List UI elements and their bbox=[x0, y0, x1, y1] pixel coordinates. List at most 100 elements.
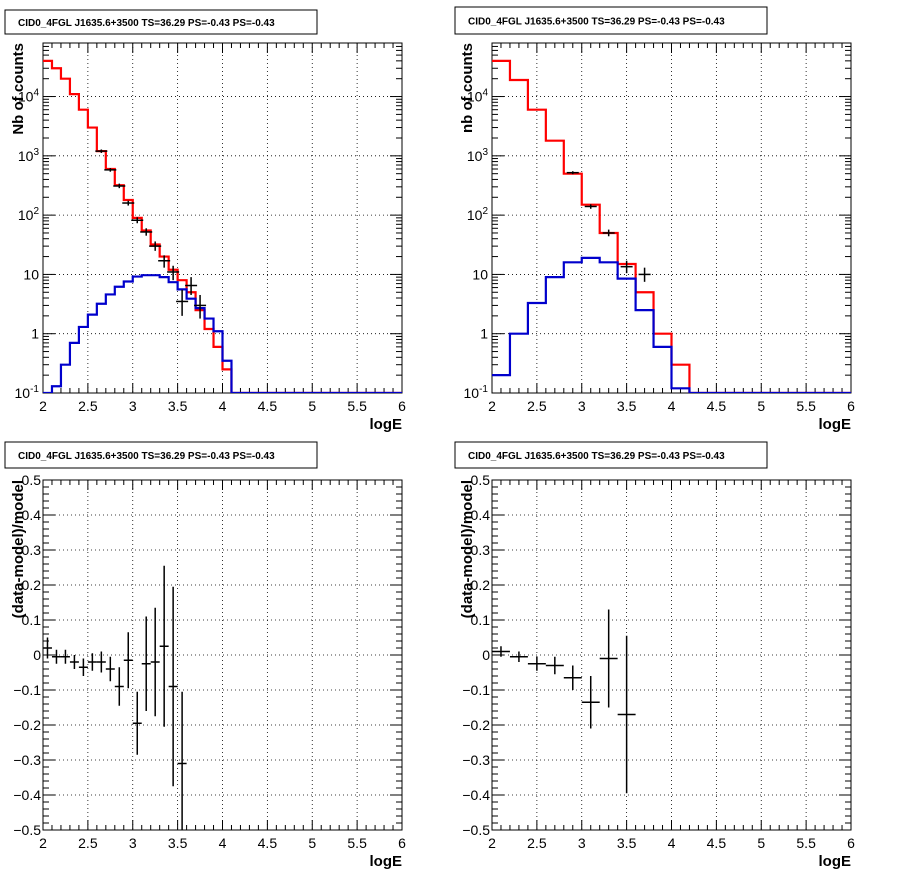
x-tick-label: 4.5 bbox=[707, 835, 727, 851]
y-tick-label: 0.4 bbox=[22, 507, 42, 523]
chart-title: CID0_4FGL J1635.6+3500 TS=36.29 PS=-0.43… bbox=[18, 18, 275, 29]
total-model-histogram bbox=[43, 59, 402, 393]
y-axis-label: (data-model)/model bbox=[459, 480, 476, 618]
y-axis-label: (data-model)/model bbox=[10, 480, 27, 618]
y-tick-label: 103 bbox=[18, 147, 40, 164]
title-box bbox=[4, 9, 318, 35]
y-tick-label: 0 bbox=[33, 647, 41, 663]
panel-bottom-right: CID0_4FGL J1635.6+3500 TS=36.29 PS=-0.43… bbox=[454, 441, 855, 870]
plot-area bbox=[492, 59, 851, 393]
x-tick-label: 6 bbox=[847, 398, 855, 414]
x-tick-label: 6 bbox=[398, 398, 406, 414]
x-tick-label: 2 bbox=[39, 398, 47, 414]
x-tick-label: 2 bbox=[39, 835, 47, 851]
y-tick-label: 1 bbox=[31, 326, 39, 342]
x-tick-label: 3.5 bbox=[617, 398, 637, 414]
panel-bottom-left: CID0_4FGL J1635.6+3500 TS=36.29 PS=-0.43… bbox=[4, 441, 406, 870]
x-tick-label: 4 bbox=[219, 835, 227, 851]
x-tick-label: 5.5 bbox=[796, 835, 816, 851]
y-tick-label: 0.3 bbox=[22, 542, 42, 558]
y-tick-label: −0.1 bbox=[13, 682, 41, 698]
y-tick-label: −0.3 bbox=[13, 752, 41, 768]
y-tick-label: −0.4 bbox=[13, 787, 41, 803]
y-tick-label: 0.5 bbox=[471, 472, 491, 488]
panel-top-right: CID0_4FGL J1635.6+3500 TS=36.29 PS=-0.43… bbox=[454, 6, 855, 433]
y-tick-label: −0.4 bbox=[462, 787, 490, 803]
plot-area bbox=[43, 565, 187, 830]
residual-points bbox=[43, 565, 187, 830]
source-model-histogram bbox=[492, 256, 851, 393]
total-model-histogram bbox=[492, 59, 851, 393]
y-tick-label: 0.3 bbox=[471, 542, 491, 558]
x-tick-label: 3 bbox=[578, 398, 586, 414]
title-box bbox=[454, 441, 768, 469]
y-axis-label: nb of counts bbox=[459, 43, 476, 133]
x-axis-label: logE bbox=[370, 416, 403, 433]
x-tick-label: 5 bbox=[757, 398, 765, 414]
y-tick-label: −0.5 bbox=[462, 822, 490, 838]
x-tick-label: 3.5 bbox=[617, 835, 637, 851]
y-tick-label: 104 bbox=[467, 88, 489, 105]
data-points bbox=[95, 149, 207, 319]
y-tick-label: 104 bbox=[18, 88, 40, 105]
ticks bbox=[42, 42, 403, 394]
chart-title: CID0_4FGL J1635.6+3500 TS=36.29 PS=-0.43… bbox=[18, 451, 275, 462]
title-box bbox=[454, 6, 768, 35]
x-tick-label: 2.5 bbox=[78, 398, 98, 414]
x-tick-label: 5 bbox=[757, 835, 765, 851]
y-tick-label: 0.2 bbox=[22, 577, 42, 593]
x-tick-label: 3.5 bbox=[168, 398, 188, 414]
x-tick-label: 5.5 bbox=[796, 398, 816, 414]
chart-title: CID0_4FGL J1635.6+3500 TS=36.29 PS=-0.43… bbox=[468, 451, 725, 462]
y-tick-label: 103 bbox=[467, 147, 489, 164]
y-tick-label: 0 bbox=[482, 647, 490, 663]
data-points bbox=[566, 171, 651, 282]
x-tick-label: 5 bbox=[308, 835, 316, 851]
residual-points bbox=[492, 609, 636, 794]
x-tick-label: 4 bbox=[219, 398, 227, 414]
x-tick-label: 2.5 bbox=[78, 835, 98, 851]
y-tick-label: 102 bbox=[18, 206, 40, 223]
x-tick-label: 2.5 bbox=[527, 398, 547, 414]
y-tick-label: −0.5 bbox=[13, 822, 41, 838]
x-tick-label: 2 bbox=[488, 398, 496, 414]
y-tick-label: 0.4 bbox=[471, 507, 491, 523]
chart-title: CID0_4FGL J1635.6+3500 TS=36.29 PS=-0.43… bbox=[468, 17, 725, 28]
x-tick-label: 5.5 bbox=[347, 835, 367, 851]
ticks bbox=[491, 479, 852, 831]
y-tick-label: 0.5 bbox=[22, 472, 42, 488]
y-tick-label: 0.1 bbox=[471, 612, 491, 628]
x-tick-label: 6 bbox=[398, 835, 406, 851]
y-tick-label: 0.2 bbox=[471, 577, 491, 593]
x-axis-label: logE bbox=[819, 853, 852, 870]
x-tick-label: 5.5 bbox=[347, 398, 367, 414]
y-tick-label: −0.2 bbox=[462, 717, 490, 733]
x-tick-label: 3.5 bbox=[168, 835, 188, 851]
x-tick-label: 4 bbox=[668, 398, 676, 414]
y-tick-label: −0.3 bbox=[462, 752, 490, 768]
y-tick-label: −0.2 bbox=[13, 717, 41, 733]
x-tick-label: 4.5 bbox=[258, 835, 278, 851]
x-tick-label: 2.5 bbox=[527, 835, 547, 851]
x-tick-label: 4 bbox=[668, 835, 676, 851]
grid bbox=[492, 480, 851, 830]
plot-area bbox=[492, 609, 636, 794]
x-tick-label: 5 bbox=[308, 398, 316, 414]
x-tick-label: 2 bbox=[488, 835, 496, 851]
x-tick-label: 4.5 bbox=[258, 398, 278, 414]
y-tick-label: 10 bbox=[472, 266, 488, 282]
y-tick-label: 10-1 bbox=[15, 384, 40, 401]
panel-top-left: CID0_4FGL J1635.6+3500 TS=36.29 PS=-0.43… bbox=[4, 9, 406, 433]
source-model-histogram bbox=[43, 274, 402, 393]
x-axis-label: logE bbox=[819, 416, 852, 433]
x-tick-label: 3 bbox=[129, 398, 137, 414]
y-axis-label: Nb of counts bbox=[10, 43, 27, 135]
x-tick-label: 3 bbox=[578, 835, 586, 851]
y-tick-label: 1 bbox=[480, 326, 488, 342]
grid bbox=[43, 480, 402, 830]
x-tick-label: 6 bbox=[847, 835, 855, 851]
ticks bbox=[42, 479, 403, 831]
y-tick-label: 10 bbox=[23, 266, 39, 282]
title-box bbox=[4, 441, 318, 469]
